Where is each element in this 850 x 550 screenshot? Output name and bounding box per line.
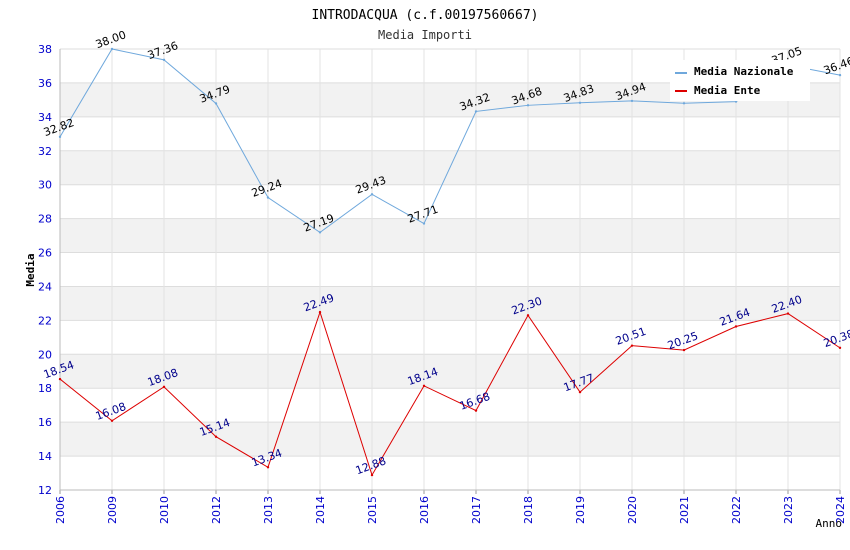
data-point — [838, 73, 842, 77]
data-label: 20.25 — [666, 329, 700, 352]
x-tick-label: 2013 — [262, 496, 275, 524]
x-tick-label: 2016 — [418, 496, 431, 524]
series-line-media-ente — [59, 310, 841, 477]
data-point — [526, 314, 530, 317]
data-point — [266, 466, 270, 469]
data-point — [630, 99, 634, 103]
data-label: 37.36 — [146, 39, 180, 62]
data-point — [370, 473, 374, 477]
grid-band — [60, 422, 840, 457]
x-tick-label: 2015 — [366, 496, 379, 524]
axes — [59, 49, 841, 494]
data-point — [318, 310, 322, 314]
x-tick-label: 2009 — [106, 496, 119, 524]
data-point — [578, 101, 582, 104]
data-point — [474, 409, 478, 412]
x-tick-label: 2023 — [782, 496, 795, 524]
data-point — [422, 222, 426, 225]
y-tick-label: 14 — [38, 450, 52, 463]
data-point — [266, 196, 270, 199]
data-point — [786, 312, 790, 315]
series-line-media-nazionale — [59, 48, 841, 233]
grid-band — [60, 354, 840, 389]
data-point — [214, 102, 218, 105]
data-label: 20.51 — [614, 325, 648, 348]
data-point — [162, 58, 166, 62]
x-tick-label: 2024 — [834, 496, 847, 524]
y-tick-label: 38 — [38, 43, 52, 56]
data-point — [422, 384, 426, 388]
y-tick-label: 34 — [38, 111, 52, 124]
x-tick-label: 2012 — [210, 496, 223, 524]
data-point — [58, 135, 62, 139]
data-point — [318, 231, 322, 234]
y-tick-label: 30 — [38, 179, 52, 192]
x-tick-label: 2006 — [54, 496, 67, 524]
data-point — [474, 110, 478, 113]
y-tick-label: 22 — [38, 314, 52, 327]
data-point — [370, 193, 374, 196]
data-point — [734, 325, 738, 328]
x-tick-label: 2017 — [470, 496, 483, 524]
chart-subtitle: Media Importi — [378, 28, 472, 42]
y-tick-label: 36 — [38, 77, 52, 90]
x-tick-label: 2022 — [730, 496, 743, 524]
x-axis-tick-labels: 2006 2009 2010 2012 2013 2014 2015 2016 2017 2018… — [54, 496, 847, 524]
x-tick-label: 2018 — [522, 496, 535, 524]
data-point — [578, 390, 582, 394]
x-tick-label: 2014 — [314, 496, 327, 524]
grid-band — [60, 218, 840, 253]
data-label: 38.00 — [94, 28, 128, 51]
y-tick-label: 32 — [38, 145, 52, 158]
y-tick-label: 12 — [38, 484, 52, 497]
data-point — [162, 385, 166, 389]
data-point — [214, 435, 218, 438]
y-axis-label: Media — [24, 253, 37, 286]
data-label: 12.88 — [354, 454, 388, 477]
legend-box — [670, 60, 810, 101]
chart-title: INTRODACQUA (c.f.00197560667) — [312, 8, 539, 23]
y-tick-label: 24 — [38, 280, 52, 293]
data-point — [110, 47, 114, 51]
grid-bands — [60, 82, 840, 457]
grid-band — [60, 286, 840, 321]
x-tick-label: 2019 — [574, 496, 587, 524]
x-tick-label: 2021 — [678, 496, 691, 524]
y-tick-label: 20 — [38, 348, 52, 361]
y-tick-label: 18 — [38, 382, 52, 395]
data-point — [838, 346, 842, 350]
data-point — [630, 344, 634, 347]
x-tick-label: 2010 — [158, 496, 171, 524]
legend-label-media-nazionale: Media Nazionale — [694, 65, 794, 78]
legend-label-media-ente: Media Ente — [694, 84, 761, 97]
x-tick-label: 2020 — [626, 496, 639, 524]
data-point — [682, 102, 686, 105]
legend: Media Nazionale Media Ente — [670, 60, 810, 101]
y-tick-label: 28 — [38, 213, 52, 226]
data-point — [526, 104, 530, 107]
data-point — [58, 377, 62, 381]
data-point — [682, 348, 686, 352]
y-tick-label: 16 — [38, 416, 52, 429]
data-label: 16.68 — [458, 390, 492, 413]
x-axis-label: Anno — [816, 517, 843, 530]
y-axis-tick-labels: 12 14 16 18 20 22 24 26 28 30 32 34 36 38 — [38, 43, 52, 497]
data-point — [110, 419, 114, 422]
y-tick-label: 26 — [38, 247, 52, 260]
data-label: 20.38 — [822, 327, 850, 350]
